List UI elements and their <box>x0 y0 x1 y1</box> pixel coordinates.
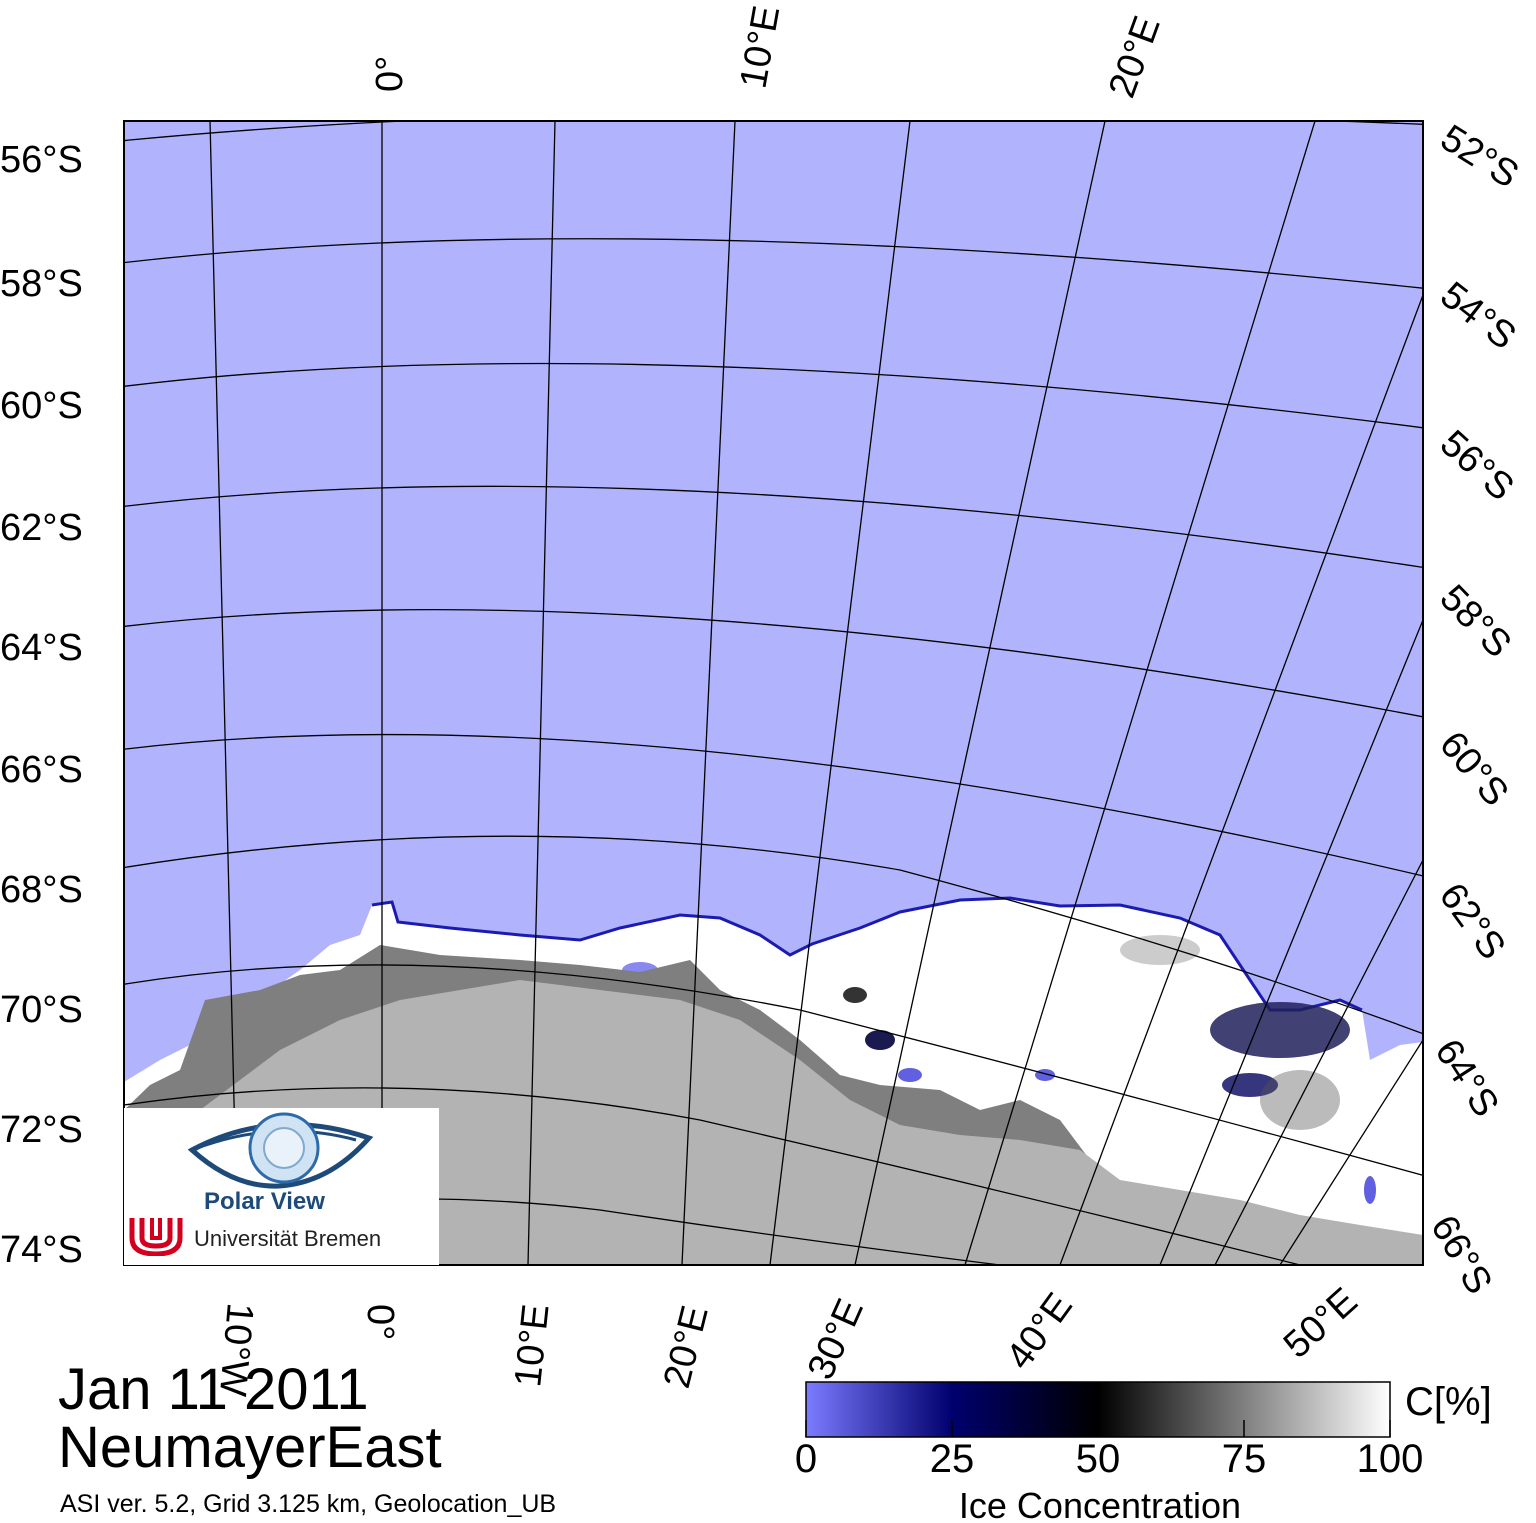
eye-globe-icon <box>187 1112 374 1189</box>
map-frame <box>123 120 1424 1266</box>
colorbar-unit: C[%] <box>1405 1380 1492 1424</box>
lon-label-bottom: 40°E <box>998 1286 1081 1378</box>
meridian-lines <box>209 121 1423 1265</box>
lat-label-left: 74°S <box>0 1229 83 1271</box>
ice-edge <box>371 896 1363 1012</box>
lat-label-right: 64°S <box>1426 1032 1506 1124</box>
lon-label-top: 0° <box>369 56 411 92</box>
low-concentration-patches <box>622 935 1376 1204</box>
lat-label-left: 58°S <box>0 263 83 305</box>
lat-label-right: 52°S <box>1433 117 1525 197</box>
colorbar-ticks <box>805 1420 1391 1437</box>
lat-label-left: 60°S <box>0 385 83 427</box>
lat-label-left: 68°S <box>0 869 83 911</box>
lon-label-bottom: 20°E <box>656 1302 717 1393</box>
lon-label-bottom: 0° <box>359 1304 401 1340</box>
lon-label-bottom: 30°E <box>800 1293 872 1386</box>
colorbar-title: Ice Concentration <box>959 1485 1241 1523</box>
logo-line2: Universität Bremen <box>194 1226 382 1251</box>
lat-label-left: 62°S <box>0 507 83 549</box>
logo-line1: Polar View <box>204 1188 325 1215</box>
lat-label-left: 70°S <box>0 989 83 1031</box>
colorbar-tick-label: 75 <box>1222 1437 1267 1481</box>
lat-label-left: 64°S <box>0 627 83 669</box>
lat-label-left: 56°S <box>0 139 83 181</box>
colorbar-tick-label: 100 <box>1357 1437 1424 1481</box>
map-date: Jan 11 2011 <box>58 1357 369 1422</box>
longitude-labels-top: 0° 10°E 20°E <box>369 3 1169 103</box>
map-area <box>124 121 1423 1265</box>
colorbar-tick-label: 50 <box>1076 1437 1121 1481</box>
colorbar-tick-label: 25 <box>930 1437 975 1481</box>
longitude-labels-bottom: 10°W 0° 10°E 20°E 30°E 40°E 50°E <box>211 1280 1366 1398</box>
latitude-labels-right: 52°S 54°S 56°S 58°S 60°S 62°S 64°S 66°S <box>1422 117 1526 1301</box>
land <box>124 980 1423 1265</box>
map-region: NeumayerEast <box>58 1415 442 1480</box>
lon-label-top: 10°E <box>733 3 789 92</box>
lat-label-right: 58°S <box>1432 577 1520 666</box>
lat-label-left: 72°S <box>0 1109 83 1151</box>
lat-label-left: 66°S <box>0 749 83 791</box>
bremen-u-icon <box>129 1218 183 1256</box>
lon-label-top: 20°E <box>1101 11 1169 103</box>
lat-label-right: 54°S <box>1432 274 1523 358</box>
polar-view-logo: Polar View Universität Bremen <box>124 1108 439 1265</box>
lon-label-bottom: 10°W <box>211 1301 261 1398</box>
colorbar-tick-label: 0 <box>795 1437 817 1481</box>
lat-label-right: 56°S <box>1432 422 1522 509</box>
lon-label-bottom: 50°E <box>1276 1280 1366 1367</box>
lat-label-right: 66°S <box>1422 1209 1500 1302</box>
map-metadata: ASI ver. 5.2, Grid 3.125 km, Geolocation… <box>60 1490 557 1518</box>
colorbar: 0 25 50 75 100 C[%] Ice Concentration <box>795 1380 1492 1523</box>
latitude-labels-left: 56°S 58°S 60°S 62°S 64°S 66°S 68°S 70°S … <box>0 139 83 1271</box>
lat-label-right: 62°S <box>1431 876 1514 968</box>
lon-label-bottom: 10°E <box>507 1302 557 1389</box>
lat-label-right: 60°S <box>1431 724 1516 814</box>
